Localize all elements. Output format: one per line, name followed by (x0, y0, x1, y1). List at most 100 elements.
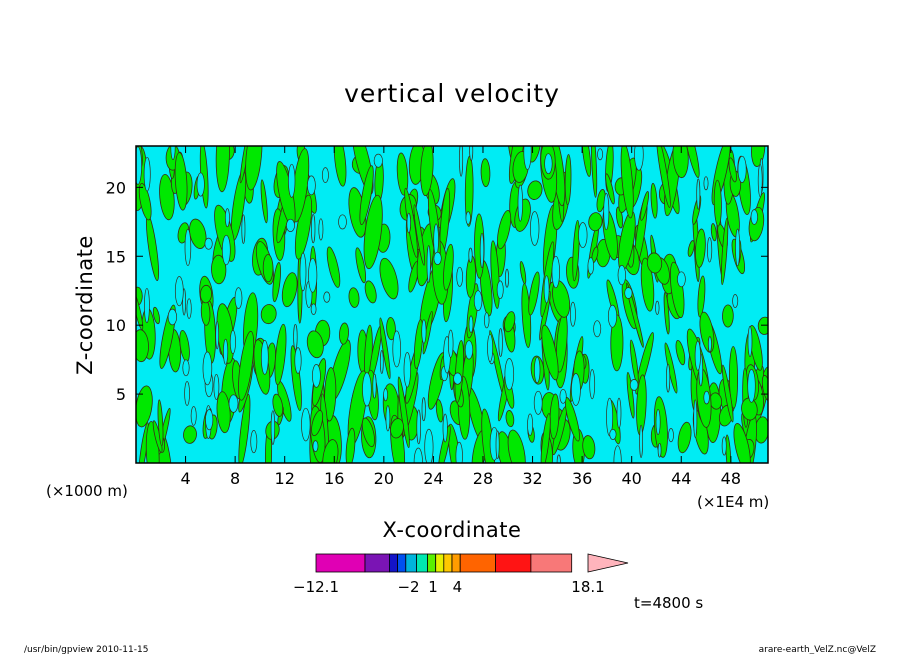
x-tick-label: 32 (522, 469, 542, 488)
field-cell (687, 240, 695, 257)
field-cell (433, 223, 439, 256)
field-cell (668, 428, 674, 443)
field-cell (710, 223, 717, 242)
field-cell (617, 265, 626, 286)
field-cell (379, 317, 391, 380)
field-cell (713, 179, 722, 227)
field-cell (656, 146, 671, 208)
field-cell (221, 234, 231, 266)
field-cell (468, 247, 473, 263)
field-cell (403, 352, 411, 388)
field-cell (735, 228, 741, 267)
field-cell (362, 372, 372, 407)
field-cell (722, 304, 734, 328)
field-cell (483, 312, 490, 329)
field-cell (634, 146, 644, 171)
field-cell (496, 280, 504, 300)
field-cell (728, 157, 737, 183)
field-cell (385, 405, 391, 432)
field-cell (473, 290, 483, 312)
colorbar-segment (416, 553, 428, 573)
field-cell (707, 336, 712, 353)
field-cell (696, 178, 701, 210)
field-cell (228, 394, 239, 413)
y-tick-label: 10 (106, 316, 126, 335)
x-tick-label: 16 (324, 469, 344, 488)
field-cell (312, 440, 319, 452)
field-cell (392, 330, 401, 368)
field-cell (424, 428, 434, 463)
field-cell (541, 324, 559, 381)
field-cell (609, 428, 617, 440)
field-cell (238, 393, 251, 463)
field-cell (364, 280, 377, 304)
field-cell (420, 146, 434, 197)
field-cell (616, 397, 622, 429)
field-cell (136, 146, 142, 185)
field-cell (196, 172, 205, 197)
field-cell (318, 218, 324, 241)
field-cell (498, 328, 503, 357)
colorbar-segment (315, 553, 366, 573)
field-cell (591, 146, 598, 198)
colorbar-tick-label: 4 (453, 578, 463, 596)
time-label: t=4800 s (634, 594, 703, 612)
field-cell (321, 167, 329, 183)
field-cell (626, 371, 635, 419)
field-cell (326, 246, 341, 288)
field-cell (694, 340, 701, 371)
footer-left: /usr/bin/gpview 2010-11-15 (24, 645, 148, 654)
field-cell (650, 182, 658, 219)
field-cell (703, 176, 709, 191)
x-tick-label: 4 (180, 469, 190, 488)
colorbar-segment (435, 553, 445, 573)
x-tick-label: 12 (275, 469, 295, 488)
field-cell (603, 193, 610, 231)
field-cell (396, 152, 409, 196)
field-cell (223, 338, 229, 365)
field-cell (544, 153, 553, 175)
field-cell (182, 359, 190, 377)
colorbar-segment (427, 553, 437, 573)
field-cell (373, 153, 383, 168)
field-cell (307, 175, 316, 196)
field-cell (495, 430, 500, 460)
x-tick-label: 36 (572, 469, 592, 488)
field-cell (224, 208, 230, 228)
field-cell (530, 211, 540, 246)
field-cell (338, 214, 347, 230)
field-cell (721, 364, 734, 423)
field-cell (294, 194, 313, 260)
field-cell (663, 291, 670, 335)
field-cell (215, 146, 230, 193)
field-cell (245, 146, 263, 191)
footer-right: arare-earth_VelZ.nc@VelZ (759, 645, 876, 654)
field-cell (406, 212, 411, 234)
field-cell (308, 257, 318, 293)
field-cell (465, 211, 471, 225)
field-cell (479, 232, 485, 269)
field-cell (143, 156, 151, 192)
field-cell (505, 410, 515, 428)
field-cell (413, 447, 423, 463)
field-cell (363, 194, 383, 270)
field-cell (534, 356, 541, 384)
y-axis: 5 10 15 20 (106, 178, 768, 404)
field-cell (136, 329, 149, 363)
field-cell (517, 184, 523, 222)
field-cell (480, 158, 491, 188)
field-cell (323, 291, 331, 303)
x-axis: 4 8 12 16 20 24 28 32 36 40 44 48 (180, 146, 741, 488)
field-cell (707, 237, 713, 263)
field-cell (459, 146, 464, 177)
field-cell (455, 441, 463, 463)
field-cell (174, 276, 184, 307)
colorbar-tick-label: −12.1 (293, 578, 339, 596)
colorbar-segment (443, 553, 453, 573)
field-cell (345, 427, 356, 463)
field-cell (528, 271, 540, 316)
y-unit-label: (×1000 m) (46, 482, 128, 500)
field-cell (174, 152, 188, 211)
field-cell (504, 311, 516, 333)
field-cell (202, 351, 213, 386)
